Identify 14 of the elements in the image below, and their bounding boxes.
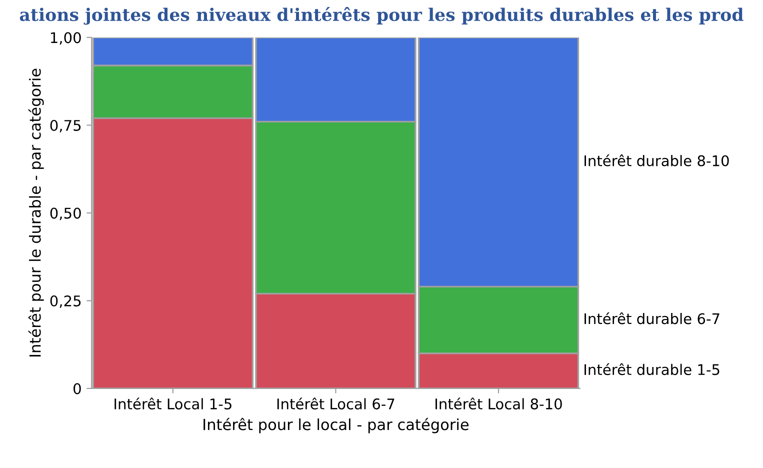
y-tick-label: 1,00 <box>50 32 81 45</box>
chart-title: ations jointes des niveaux d'intérêts pour les produits durables et les prod <box>20 7 744 25</box>
x-tick-label: Intérêt Local 6-7 <box>277 398 394 410</box>
y-axis-title: Intérêt pour le durable - par catégorie <box>28 68 44 356</box>
series-label: Intérêt durable 1-5 <box>584 363 720 376</box>
x-axis-title: Intérêt pour le local - par catégorie <box>204 418 469 434</box>
y-tick-label: 0,25 <box>50 295 81 308</box>
x-tick-label: Intérêt Local 1-5 <box>114 398 232 410</box>
y-tick-label: 0 <box>74 383 81 394</box>
y-tick-label: 0,75 <box>50 120 81 132</box>
series-label: Intérêt durable 6-7 <box>584 312 720 324</box>
series-label: Intérêt durable 8-10 <box>584 154 729 166</box>
y-tick-label: 0,50 <box>50 208 81 220</box>
x-tick-label: Intérêt Local 8-10 <box>436 398 562 410</box>
